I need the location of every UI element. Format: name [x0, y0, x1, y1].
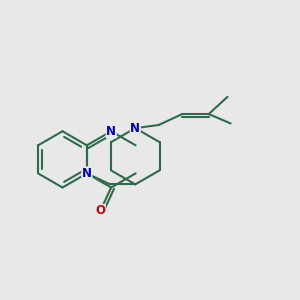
Text: N: N: [130, 122, 140, 135]
Text: N: N: [106, 125, 116, 138]
Text: N: N: [82, 167, 92, 180]
Text: O: O: [95, 204, 105, 218]
